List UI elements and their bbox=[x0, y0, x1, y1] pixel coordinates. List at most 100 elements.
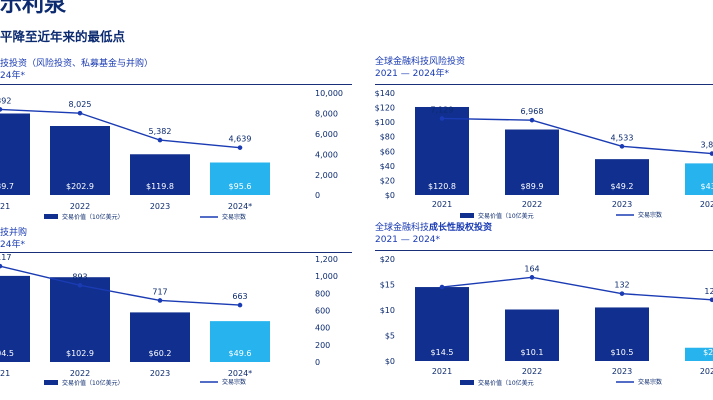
line-value-label: 4,533 bbox=[611, 133, 634, 142]
category-label: 2023 bbox=[612, 200, 632, 209]
bar-value-label: $49.6 bbox=[229, 349, 252, 358]
panel-rule-bottom-right bbox=[375, 250, 713, 251]
line-value-label: 132 bbox=[614, 281, 629, 290]
bar bbox=[210, 321, 270, 362]
line-point bbox=[709, 151, 713, 156]
bar bbox=[0, 113, 30, 195]
line-value-label: 5,382 bbox=[149, 127, 172, 136]
bar-value-label: $102.9 bbox=[66, 349, 94, 358]
line-point bbox=[439, 284, 445, 290]
bar-value-label: $43.4 bbox=[701, 182, 713, 191]
bar bbox=[685, 163, 713, 195]
line-value-label: 893 bbox=[72, 272, 87, 281]
category-label: 2023 bbox=[150, 202, 170, 211]
bar bbox=[130, 312, 190, 362]
legend-label-count: 交易宗数 bbox=[222, 213, 246, 221]
category-label: 2024* bbox=[228, 202, 252, 211]
bar bbox=[505, 309, 559, 361]
axis-tick-label: 10,000 bbox=[315, 89, 343, 98]
series-line-deal-count bbox=[441, 276, 713, 301]
panel-title-fintech-investment: 技投资（风险投资、私募基金与并购） 24年* bbox=[0, 59, 154, 81]
bar-value-label: $104.5 bbox=[0, 349, 14, 358]
bar bbox=[130, 154, 190, 195]
axis-tick-label: $40 bbox=[380, 162, 395, 171]
axis-tick-label: 2,000 bbox=[315, 171, 338, 180]
bar-value-label: $49.2 bbox=[611, 182, 634, 191]
line-value-label: 3,856 bbox=[701, 141, 713, 150]
line-value-label: 120 bbox=[704, 287, 713, 296]
line-point bbox=[77, 283, 83, 288]
axis-tick-label: 0 bbox=[315, 191, 320, 200]
legend-label-value: 交易价值（10亿美元） bbox=[62, 379, 124, 387]
legend-swatch-value bbox=[44, 214, 58, 219]
category-label: 2021 bbox=[432, 367, 452, 376]
legend-label-count: 交易宗数 bbox=[222, 378, 246, 386]
bar bbox=[685, 347, 713, 361]
bar bbox=[415, 287, 469, 361]
line-point bbox=[619, 291, 625, 296]
page-subtitle: 平降至近年来的最低点 bbox=[0, 29, 126, 44]
category-label: 2022 bbox=[70, 369, 90, 378]
category-label: 2021 bbox=[0, 369, 10, 378]
line-point bbox=[157, 137, 163, 143]
category-label: 2022 bbox=[522, 200, 542, 209]
series-line-deal-count bbox=[441, 117, 713, 155]
axis-tick-label: 600 bbox=[315, 307, 330, 316]
category-label: 2021 bbox=[0, 202, 10, 211]
category-label: 2023 bbox=[150, 369, 170, 378]
series-line-deal-count bbox=[0, 265, 241, 306]
bar bbox=[595, 307, 649, 361]
line-point bbox=[0, 107, 3, 112]
axis-tick-label: 4,000 bbox=[315, 151, 338, 160]
line-value-label: 7,129 bbox=[431, 105, 454, 114]
bar-value-label: $10.5 bbox=[611, 348, 634, 357]
panel-title-fintech-growth: 全球金融科技成长性股权投资 2021 — 2024* bbox=[375, 223, 493, 245]
axis-tick-label: $15 bbox=[380, 281, 395, 290]
line-value-label: 8,025 bbox=[69, 100, 92, 109]
line-point bbox=[709, 297, 713, 303]
axis-tick-label: 200 bbox=[315, 341, 330, 350]
bar bbox=[50, 277, 110, 362]
line-value-label: 717 bbox=[152, 287, 167, 296]
page-title: 示利泉 bbox=[0, 0, 67, 17]
line-point bbox=[619, 144, 625, 149]
bar-value-label: $202.9 bbox=[66, 182, 94, 191]
legend-label-value: 交易价值（10亿美元） bbox=[62, 213, 124, 221]
category-label: 2021 bbox=[432, 200, 452, 209]
legend-label-value: 交易价值（10亿美元 bbox=[478, 212, 534, 220]
axis-tick-label: 800 bbox=[315, 289, 330, 298]
line-point bbox=[439, 116, 445, 121]
axis-tick-label: $5 bbox=[385, 332, 395, 341]
line-point bbox=[529, 117, 535, 123]
axis-tick-label: 1,200 bbox=[315, 255, 338, 264]
bar-value-label: $89.9 bbox=[521, 182, 544, 191]
axis-tick-label: $20 bbox=[380, 176, 395, 185]
axis-tick-label: 6,000 bbox=[315, 130, 338, 139]
bar-value-label: $95.6 bbox=[229, 182, 252, 191]
bar-value-label: $2.6 bbox=[703, 348, 713, 357]
panel-rule-top-right bbox=[375, 84, 713, 85]
line-value-label: 663 bbox=[232, 292, 247, 301]
bar-value-label: $239.7 bbox=[0, 182, 14, 191]
axis-tick-label: $0 bbox=[385, 357, 395, 366]
legend-label-value: 交易价值（10亿美元 bbox=[478, 379, 534, 387]
axis-tick-label: 400 bbox=[315, 324, 330, 333]
bar-value-label: $60.2 bbox=[149, 349, 172, 358]
axis-tick-label: 8,000 bbox=[315, 110, 338, 119]
category-label: 2023 bbox=[612, 367, 632, 376]
line-point bbox=[77, 110, 83, 116]
bar bbox=[415, 106, 469, 195]
category-label: 2022 bbox=[522, 367, 542, 376]
legend-label-count: 交易宗数 bbox=[638, 378, 662, 386]
axis-tick-label: $20 bbox=[380, 255, 395, 264]
bar bbox=[595, 159, 649, 195]
line-value-label: 164 bbox=[524, 264, 539, 273]
bar-value-label: $10.1 bbox=[521, 348, 544, 357]
bar bbox=[210, 162, 270, 195]
line-point bbox=[529, 275, 535, 280]
line-value-label: 8,392 bbox=[0, 96, 11, 105]
line-point bbox=[157, 298, 163, 303]
category-label: 2022 bbox=[70, 202, 90, 211]
bar bbox=[505, 129, 559, 195]
